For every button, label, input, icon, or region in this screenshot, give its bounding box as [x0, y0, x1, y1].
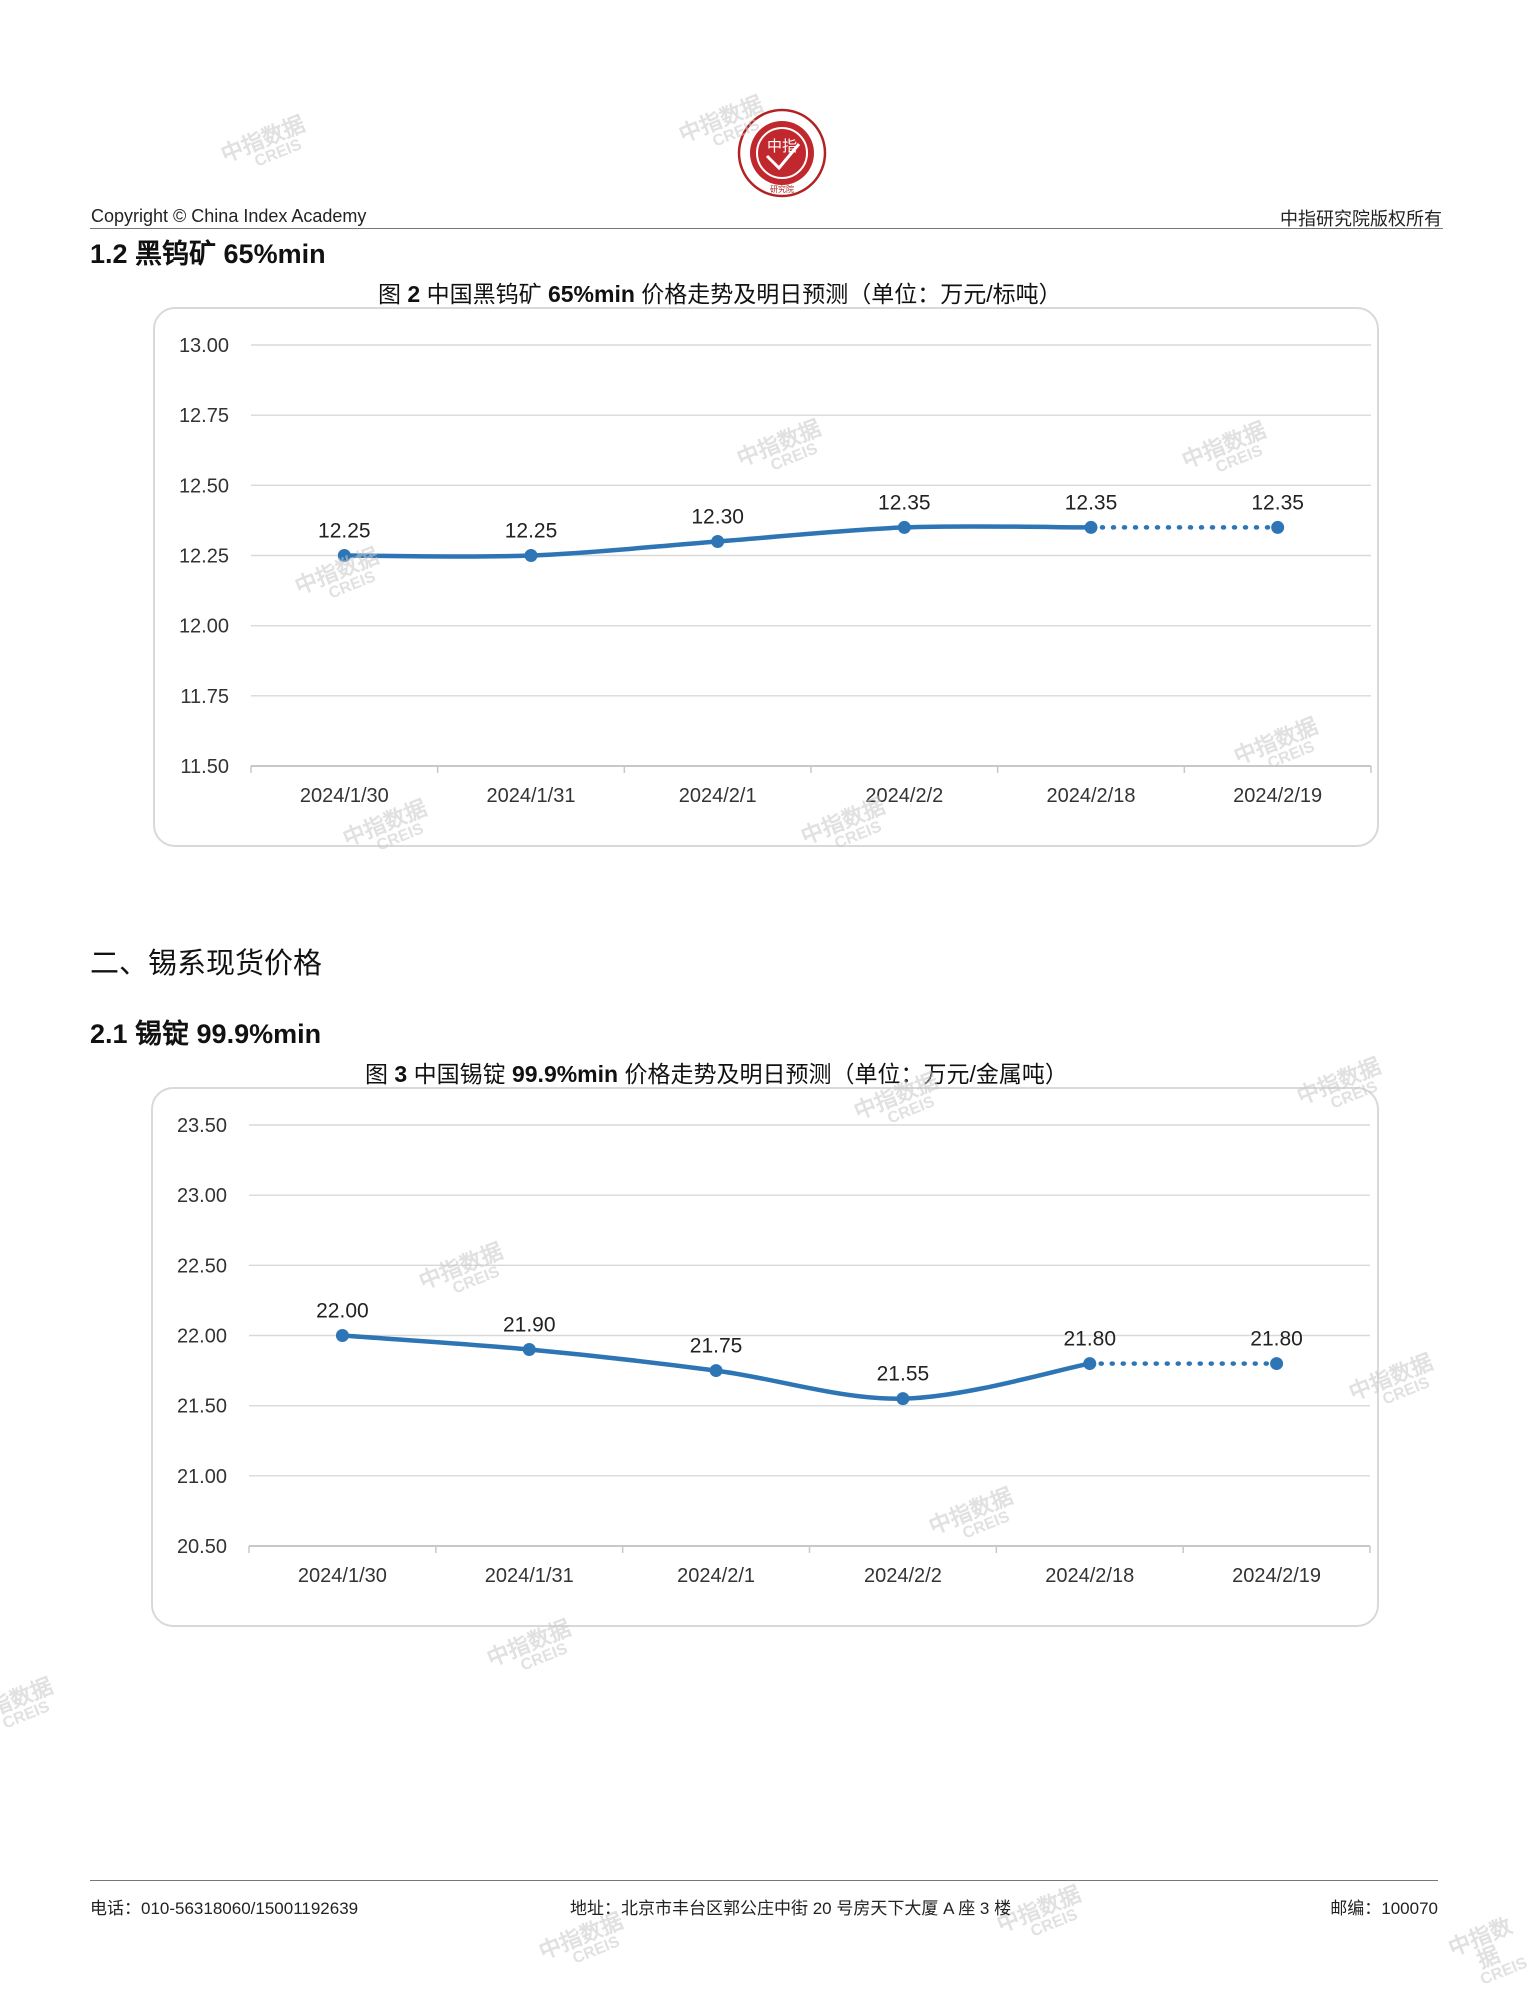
data-point	[897, 520, 911, 534]
x-tick-label: 2024/1/31	[487, 785, 576, 807]
watermark: 中指数据 CREIS	[483, 1615, 575, 1675]
data-label: 21.80	[1063, 1328, 1116, 1351]
figure-3-title: 图 3 中国锡锭 99.9%min 价格走势及明日预测（单位：万元/金属吨）	[365, 1055, 1068, 1089]
y-tick-label: 11.50	[180, 756, 229, 778]
section-heading-1-2: 1.2 黑钨矿 65%min	[90, 239, 326, 269]
data-label: 12.25	[318, 520, 371, 543]
watermark: 中指数据 CREIS	[535, 1908, 627, 1968]
header-divider	[90, 228, 1443, 229]
x-tick-label: 2024/2/18	[1045, 1565, 1134, 1587]
y-tick-label: 21.00	[177, 1466, 227, 1488]
footer-address: 地址：北京市丰台区郭公庄中街 20 号房天下大厦 A 座 3 楼	[570, 1899, 1012, 1918]
data-label: 21.90	[503, 1314, 556, 1337]
data-point	[335, 1329, 349, 1342]
data-label: 12.30	[691, 505, 744, 528]
figure-2-title-mid: 中国黑钨矿	[426, 281, 542, 307]
china-index-academy-logo: 中指 研究院	[737, 108, 827, 198]
data-label: 12.35	[1251, 491, 1304, 514]
data-label: 21.55	[877, 1363, 930, 1386]
figure-3-title-prefix: 图	[365, 1061, 388, 1087]
x-tick-label: 2024/2/1	[677, 1565, 755, 1587]
footer-phone: 电话：010-56318060/15001192639	[90, 1899, 359, 1918]
section-heading-2-1: 2.1 锡锭 99.9%min	[90, 1019, 322, 1049]
data-point	[337, 549, 351, 562]
rights-text: 中指研究院版权所有	[1280, 209, 1442, 230]
logo-bottom-text: 研究院	[770, 184, 794, 194]
y-tick-label: 23.50	[177, 1115, 227, 1137]
y-tick-label: 22.50	[177, 1255, 227, 1277]
data-point	[711, 534, 725, 548]
x-tick-label: 2024/2/19	[1233, 785, 1322, 807]
data-label: 12.35	[1065, 491, 1118, 514]
data-point	[896, 1392, 910, 1406]
data-point	[1084, 520, 1098, 534]
footer-divider	[90, 1880, 1438, 1881]
figure-3-title-rest: 价格走势及明日预测（单位：万元/金属吨）	[624, 1061, 1068, 1087]
data-label: 21.80	[1250, 1328, 1303, 1351]
x-tick-label: 2024/2/19	[1232, 1565, 1321, 1587]
figure-2-title: 图 2 中国黑钨矿 65%min 价格走势及明日预测（单位：万元/标吨）	[378, 275, 1062, 309]
x-tick-label: 2024/1/31	[485, 1565, 574, 1587]
data-point	[1271, 520, 1285, 534]
x-tick-label: 2024/1/30	[298, 1565, 387, 1587]
figure-3-svg: 20.50 21.00 21.50 22.00 22.50 23.00 23.50 2024/…	[177, 1115, 1371, 1587]
figure-2-title-rest: 价格走势及明日预测（单位：万元/标吨）	[641, 281, 1062, 307]
figure-2-title-prefix: 图	[378, 281, 401, 307]
y-tick-label: 22.00	[177, 1326, 227, 1348]
y-tick-label: 12.75	[179, 405, 229, 427]
data-label: 12.35	[878, 491, 931, 514]
figure-2-title-grade: 65%min	[547, 281, 635, 307]
x-tick-label: 2024/2/2	[865, 785, 943, 807]
y-tick-label: 11.75	[180, 686, 229, 708]
watermark: 中指数据 CREIS	[1444, 1912, 1530, 1989]
data-label: 12.25	[505, 520, 558, 543]
y-tick-label: 13.00	[179, 335, 229, 357]
watermark: 中指数据 CREIS	[217, 111, 309, 171]
y-tick-label: 12.25	[179, 546, 229, 568]
footer-postcode: 邮编：100070	[1330, 1899, 1438, 1918]
x-tick-label: 2024/1/30	[300, 785, 389, 807]
figure-2-chart: 11.50 11.75 12.00 12.25 12.50 12.75 13.00 2024/…	[153, 307, 1379, 847]
logo-center-text: 中指	[767, 137, 797, 155]
y-tick-label: 12.00	[179, 616, 229, 638]
data-point	[1270, 1357, 1284, 1371]
section-heading-2: 二、锡系现货价格	[90, 946, 323, 980]
x-tick-label: 2024/2/1	[679, 785, 757, 807]
copyright-text: Copyright © China Index Academy	[91, 206, 367, 226]
data-point	[522, 1343, 536, 1357]
data-label: 22.00	[316, 1300, 369, 1323]
figure-3-title-mid: 中国锡锭	[413, 1061, 506, 1087]
x-tick-label: 2024/2/2	[864, 1565, 942, 1587]
figure-3-title-grade: 99.9%min	[511, 1061, 619, 1087]
figure-3-title-num: 3	[394, 1061, 408, 1087]
data-point	[524, 549, 538, 562]
y-tick-label: 23.00	[177, 1185, 227, 1207]
data-label: 21.75	[690, 1335, 743, 1358]
watermark: 中指数据 CREIS	[0, 1673, 57, 1733]
figure-2-title-num: 2	[407, 281, 421, 307]
y-tick-label: 21.50	[177, 1396, 227, 1418]
y-tick-label: 20.50	[177, 1536, 227, 1558]
data-point	[1083, 1357, 1097, 1371]
figure-2-svg: 11.50 11.75 12.00 12.25 12.50 12.75 13.00 2024/…	[179, 335, 1372, 807]
figure-3-chart: 20.50 21.00 21.50 22.00 22.50 23.00 23.50 2024/…	[151, 1087, 1379, 1627]
x-tick-label: 2024/2/18	[1047, 785, 1136, 807]
y-tick-label: 12.50	[179, 475, 229, 497]
data-point	[709, 1364, 723, 1378]
